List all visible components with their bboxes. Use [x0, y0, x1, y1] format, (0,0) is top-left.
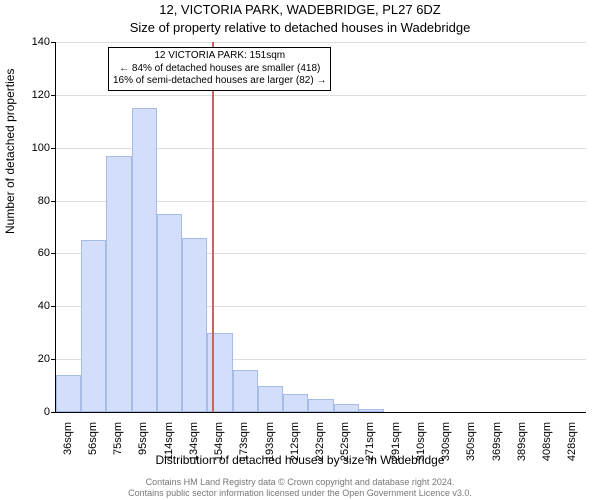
x-axis-label: Distribution of detached houses by size …	[0, 453, 600, 467]
footer-line1: Contains HM Land Registry data © Crown c…	[0, 477, 600, 488]
footer-line2: Contains public sector information licen…	[0, 488, 600, 499]
chart-title-sub: Size of property relative to detached ho…	[0, 20, 600, 35]
histogram-bar	[132, 108, 157, 412]
histogram-bar	[157, 214, 182, 412]
histogram-bar	[308, 399, 333, 412]
annotation-line1: 12 VICTORIA PARK: 151sqm	[113, 50, 326, 63]
ytick-label: 80	[10, 195, 50, 207]
histogram-bar	[81, 240, 106, 412]
ytick-mark	[51, 253, 55, 254]
chart-title-address: 12, VICTORIA PARK, WADEBRIDGE, PL27 6DZ	[0, 2, 600, 17]
ytick-mark	[51, 359, 55, 360]
property-size-chart: 12, VICTORIA PARK, WADEBRIDGE, PL27 6DZ …	[0, 0, 600, 500]
histogram-bar	[334, 404, 359, 412]
ytick-label: 0	[10, 406, 50, 418]
annotation-box: 12 VICTORIA PARK: 151sqm ← 84% of detach…	[108, 47, 331, 91]
ytick-mark	[51, 148, 55, 149]
annotation-line3: 16% of semi-detached houses are larger (…	[113, 75, 326, 88]
ytick-label: 40	[10, 300, 50, 312]
histogram-bar	[283, 394, 308, 413]
ytick-mark	[51, 42, 55, 43]
ytick-mark	[51, 95, 55, 96]
ytick-label: 140	[10, 36, 50, 48]
histogram-bar	[182, 238, 207, 412]
ytick-label: 120	[10, 89, 50, 101]
ytick-mark	[51, 306, 55, 307]
annotation-line2: ← 84% of detached houses are smaller (41…	[113, 63, 326, 76]
histogram-bar	[258, 386, 283, 412]
histogram-bar	[207, 333, 232, 412]
plot-area	[55, 42, 586, 413]
histogram-bar	[233, 370, 258, 412]
reference-line	[212, 42, 214, 412]
histogram-bar	[106, 156, 131, 412]
gridline	[56, 42, 586, 43]
gridline	[56, 95, 586, 96]
histogram-bar	[359, 409, 384, 412]
histogram-bar	[56, 375, 81, 412]
footer-attribution: Contains HM Land Registry data © Crown c…	[0, 477, 600, 499]
ytick-mark	[51, 201, 55, 202]
ytick-mark	[51, 412, 55, 413]
ytick-label: 20	[10, 353, 50, 365]
ytick-label: 100	[10, 142, 50, 154]
ytick-label: 60	[10, 247, 50, 259]
